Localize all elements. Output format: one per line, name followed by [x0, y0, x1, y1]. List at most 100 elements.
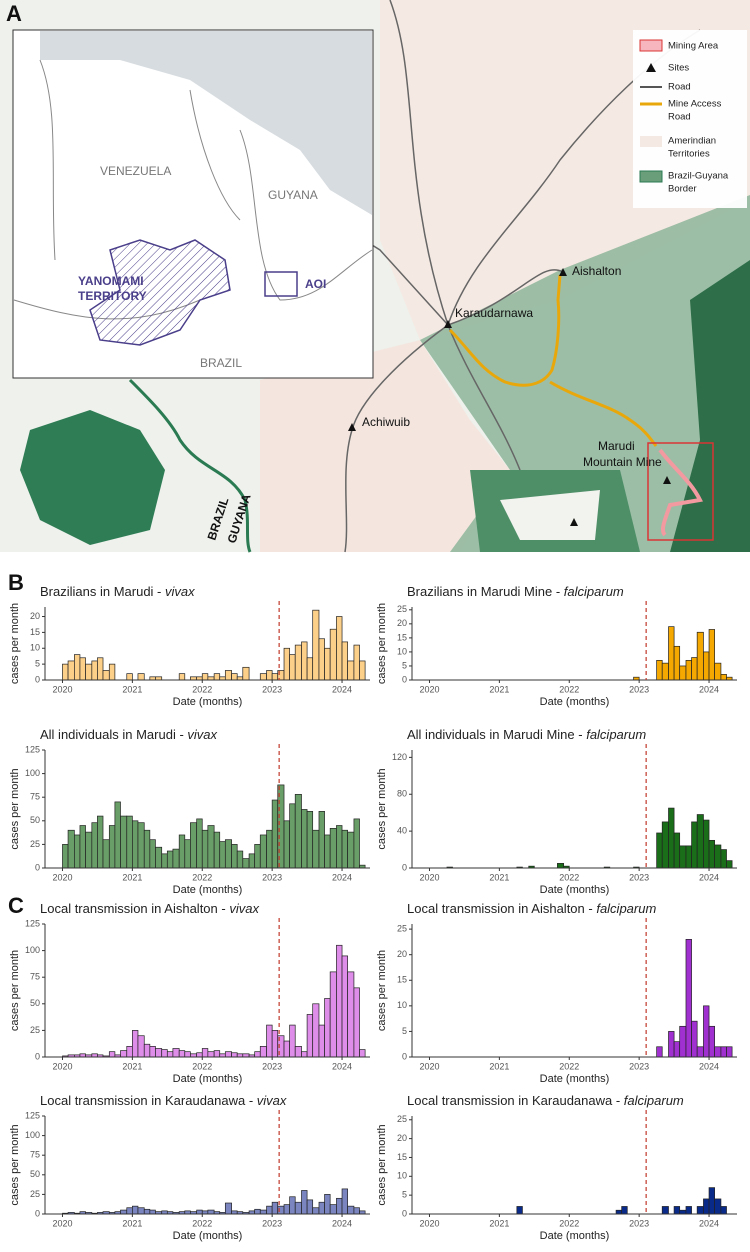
- bar: [126, 673, 133, 681]
- bar: [696, 1206, 704, 1215]
- place-label: Karaudarnawa: [455, 306, 533, 320]
- bar: [661, 662, 669, 681]
- title-text: Local transmission in Aishalton -: [40, 901, 226, 916]
- bar: [67, 829, 75, 869]
- bar: [143, 1208, 151, 1215]
- bar: [289, 1196, 296, 1215]
- mountains: [670, 260, 750, 552]
- y-tick-label: 0: [402, 674, 407, 684]
- bar: [516, 1206, 523, 1215]
- bar: [324, 1194, 331, 1215]
- bar: [341, 955, 348, 1058]
- place-label: Marudi: [598, 439, 635, 453]
- chart-title: Local transmission in Karaudanawa - viva…: [40, 1093, 287, 1108]
- y-tick-label: 75: [30, 1150, 40, 1160]
- bar: [726, 860, 733, 869]
- bar: [353, 1207, 360, 1215]
- bar: [714, 844, 722, 869]
- bar: [336, 1197, 343, 1215]
- title-species: falciparum: [624, 1093, 684, 1108]
- bar: [120, 1209, 128, 1215]
- legend-key: [639, 170, 663, 183]
- bar: [108, 825, 116, 869]
- legend-label: Brazil-Guyana: [668, 171, 729, 182]
- map: Aishalton Karaudarnawa Achiwuib Marudi M…: [0, 0, 750, 553]
- y-tick-label: 25: [30, 1025, 40, 1035]
- bar: [703, 651, 710, 681]
- y-tick-label: 75: [30, 792, 40, 802]
- y-axis-label: cases per month: [376, 768, 388, 849]
- bar: [557, 863, 565, 869]
- x-tick-label: 2020: [52, 872, 72, 882]
- x-axis-label: Date (months): [173, 1230, 243, 1242]
- clearing: [500, 490, 600, 540]
- bar: [359, 660, 366, 681]
- chart-title: All individuals in Marudi Mine - falcipa…: [407, 727, 646, 742]
- x-tick-label: 2022: [559, 1218, 579, 1228]
- bar: [126, 815, 133, 869]
- title-text: Brazilians in Marudi -: [40, 584, 161, 599]
- y-tick-label: 75: [30, 972, 40, 982]
- bar: [172, 1048, 180, 1058]
- x-tick-label: 2022: [559, 1061, 579, 1071]
- bar: [294, 1046, 302, 1058]
- bar: [673, 1041, 681, 1058]
- legend: Mining Area Sites Road Mine Access Road …: [633, 30, 747, 208]
- bar: [353, 987, 360, 1058]
- y-axis-label: cases per month: [376, 603, 388, 684]
- x-tick-label: 2022: [559, 872, 579, 882]
- legend-label: Road: [668, 112, 691, 123]
- bar: [126, 1046, 133, 1058]
- mining-area: [658, 448, 704, 537]
- bar: [62, 844, 69, 869]
- bar: [271, 673, 279, 681]
- bar: [97, 657, 104, 681]
- x-tick-label: 2024: [699, 1061, 719, 1071]
- bar: [685, 659, 692, 681]
- title-text: Local transmission in Karaudanawa -: [407, 1093, 620, 1108]
- panel-label: C: [8, 893, 24, 918]
- chart-title: Brazilians in Marudi - vivax: [40, 584, 195, 599]
- bar: [224, 1202, 232, 1215]
- bar: [79, 825, 86, 869]
- legend-label: Amerindian: [668, 136, 716, 147]
- y-axis-label: cases per month: [9, 768, 21, 849]
- y-axis-label: cases per month: [9, 1124, 21, 1205]
- bar: [685, 1206, 692, 1215]
- site: [559, 268, 567, 276]
- bar: [172, 848, 180, 869]
- bar: [196, 1052, 203, 1058]
- x-tick-label: 2024: [332, 1218, 352, 1228]
- y-tick-label: 80: [397, 789, 407, 799]
- legend-key: [640, 136, 662, 147]
- y-tick-label: 15: [397, 1152, 407, 1162]
- bar: [359, 1049, 366, 1058]
- legend-label: Sites: [668, 63, 689, 74]
- x-tick-label: 2024: [332, 684, 352, 694]
- bar: [336, 825, 343, 869]
- bar: [67, 660, 75, 681]
- y-tick-label: 25: [30, 839, 40, 849]
- bar: [166, 1051, 174, 1058]
- y-tick-label: 10: [30, 643, 40, 653]
- bar: [224, 670, 232, 681]
- x-tick-label: 2022: [559, 684, 579, 694]
- x-axis-label: Date (months): [540, 696, 610, 708]
- x-axis-label: Date (months): [173, 1073, 243, 1085]
- bar: [242, 858, 250, 869]
- x-tick-label: 2020: [419, 1061, 439, 1071]
- y-tick-label: 0: [402, 1208, 407, 1218]
- bar: [254, 844, 261, 869]
- title-species: falciparum: [586, 727, 646, 742]
- bar: [201, 1048, 209, 1058]
- y-tick-label: 25: [397, 1114, 407, 1124]
- x-tick-label: 2023: [629, 684, 649, 694]
- y-tick-label: 0: [402, 1051, 407, 1061]
- x-tick-label: 2023: [262, 872, 282, 882]
- x-tick-label: 2020: [419, 872, 439, 882]
- y-axis-label: cases per month: [376, 950, 388, 1031]
- panel-label: A: [6, 1, 22, 26]
- bar: [97, 815, 104, 869]
- bar: [132, 820, 139, 869]
- bar: [91, 660, 98, 681]
